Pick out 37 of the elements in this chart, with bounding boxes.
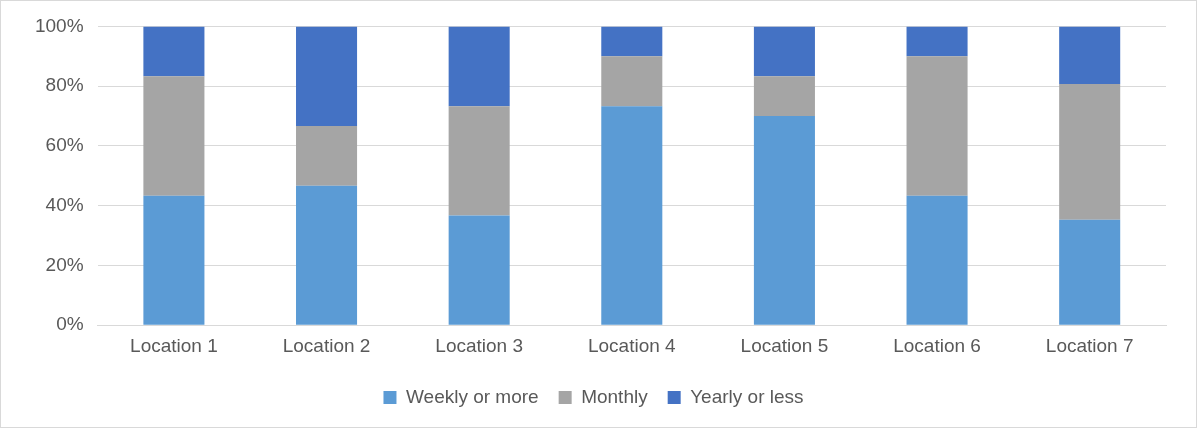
y-tick-label: 0% (56, 313, 84, 335)
bar (1059, 84, 1121, 220)
bar (1059, 26, 1121, 85)
bar (906, 56, 968, 196)
x-tick-label: Location 3 (435, 334, 524, 356)
x-tick-label: Location 5 (740, 334, 829, 356)
x-tick-label: Location 4 (587, 334, 677, 356)
y-tick-label: 100% (34, 14, 84, 36)
bar (296, 125, 358, 186)
x-tick-label: Location 2 (282, 334, 371, 356)
bar (448, 106, 510, 216)
y-tick-label: 60% (45, 134, 84, 156)
bar (296, 185, 358, 325)
bar (906, 195, 968, 325)
y-tick-label: 40% (45, 193, 84, 215)
bar (601, 106, 663, 325)
bar (906, 26, 968, 57)
bar (143, 195, 205, 325)
bar (1059, 219, 1121, 325)
bar (448, 215, 510, 325)
bar (753, 76, 815, 117)
legend-label: Weekly or more (405, 385, 539, 407)
bar (143, 76, 205, 196)
bar (601, 56, 663, 107)
bar (143, 26, 205, 77)
y-tick-label: 80% (45, 74, 84, 96)
x-tick-label: Location 6 (893, 334, 981, 356)
bar (448, 26, 510, 107)
bar (753, 116, 815, 325)
x-tick-label: Location 7 (1045, 334, 1134, 356)
y-tick-label: 20% (45, 253, 84, 275)
bar (601, 26, 663, 57)
x-tick-label: Location 1 (130, 334, 218, 356)
legend-label: Monthly (581, 385, 649, 407)
legend-label: Yearly or less (690, 385, 804, 407)
bar (296, 26, 358, 126)
bar (753, 26, 815, 77)
